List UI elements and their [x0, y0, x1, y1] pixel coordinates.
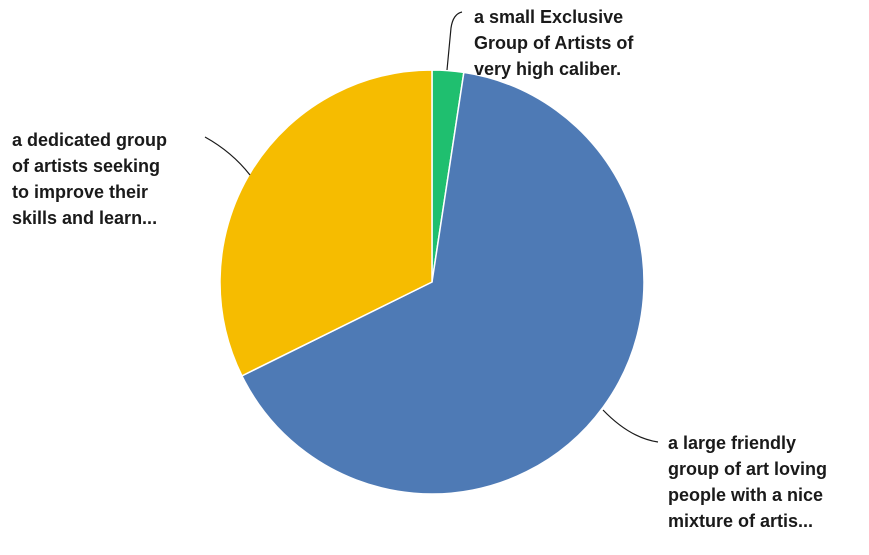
slice-label-line: of artists seeking [12, 156, 161, 176]
slice-label-line: a small Exclusive [474, 7, 624, 27]
slice-label-friendly-group: a large friendly group of art loving peo… [668, 430, 827, 534]
slice-label-line: to improve their [12, 182, 149, 202]
leader-line-friendly-group [602, 409, 659, 443]
slice-label-line: skills and learn... [12, 208, 158, 228]
slice-label-exclusive-artists: a small Exclusive Group of Artists of ve… [474, 4, 633, 82]
pie-slice-dedicated-group [219, 69, 433, 377]
slice-label-line: people with a nice [668, 485, 824, 505]
leader-line-exclusive-artists [446, 11, 463, 71]
pie-slice-friendly-group [241, 71, 645, 495]
leader-line-dedicated-group [204, 136, 251, 176]
slice-label-line: a large friendly [668, 433, 797, 453]
slice-label-line: Group of Artists of [474, 33, 634, 53]
slice-label-line: mixture of artis... [668, 511, 814, 531]
slice-label-line: group of art loving [668, 459, 827, 479]
slice-label-dedicated-group: a dedicated group of artists seeking to … [12, 127, 167, 231]
slice-label-line: very high caliber. [474, 59, 622, 79]
slice-label-line: a dedicated group [12, 130, 168, 150]
